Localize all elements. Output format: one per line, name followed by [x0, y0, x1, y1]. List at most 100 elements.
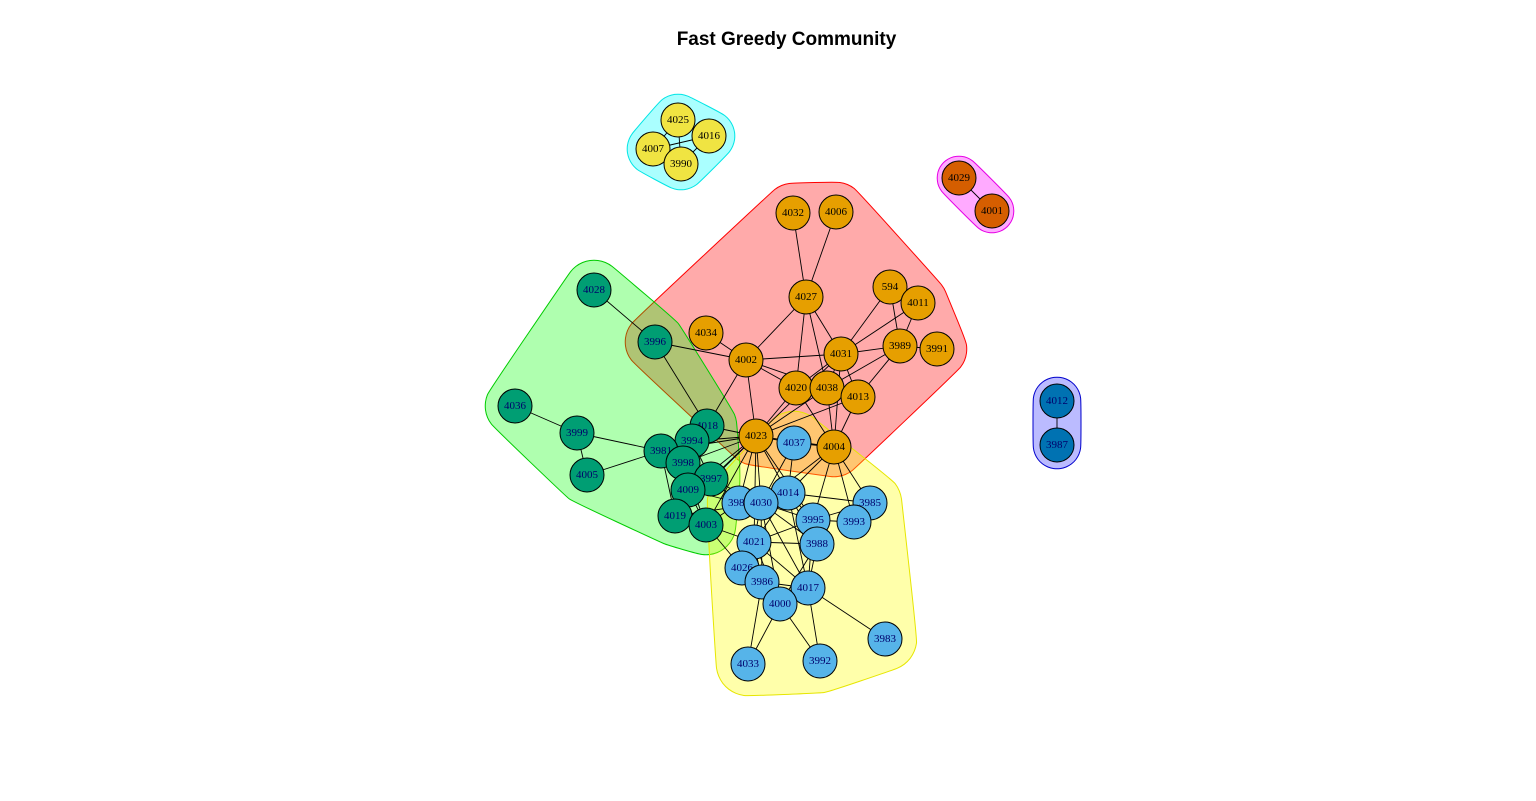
- node-3991[interactable]: 3991: [919, 331, 955, 367]
- node-4001[interactable]: 4001: [974, 193, 1010, 229]
- node-4029[interactable]: 4029: [941, 160, 977, 196]
- node-4016[interactable]: 4016: [691, 118, 727, 154]
- node-label: 3991: [926, 343, 948, 355]
- node-circle: [569, 457, 605, 493]
- node-label: 4019: [664, 510, 687, 522]
- node-circle: [802, 643, 838, 679]
- node-3988[interactable]: 3988: [799, 526, 835, 562]
- node-4025[interactable]: 4025: [660, 102, 696, 138]
- node-label: 4037: [783, 437, 806, 449]
- node-label: 4011: [907, 297, 929, 309]
- node-circle: [1039, 427, 1075, 463]
- node-4027[interactable]: 4027: [788, 279, 824, 315]
- node-label: 4030: [750, 497, 773, 509]
- node-circle: [576, 272, 612, 308]
- node-4005[interactable]: 4005: [569, 457, 605, 493]
- node-4012[interactable]: 4012: [1039, 383, 1075, 419]
- node-4002[interactable]: 4002: [728, 342, 764, 378]
- node-circle: [799, 526, 835, 562]
- node-label: 3997: [700, 473, 723, 485]
- node-3990[interactable]: 3990: [663, 146, 699, 182]
- node-label: 4007: [642, 143, 665, 155]
- node-circle: [775, 195, 811, 231]
- node-3996[interactable]: 3996: [637, 324, 673, 360]
- node-4019[interactable]: 4019: [657, 498, 693, 534]
- node-label: 3995: [802, 514, 825, 526]
- node-3993[interactable]: 3993: [836, 504, 872, 540]
- node-4013[interactable]: 4013: [840, 379, 876, 415]
- node-circle: [743, 485, 779, 521]
- node-label: 3988: [806, 538, 829, 550]
- node-circle: [688, 315, 724, 351]
- node-4031[interactable]: 4031: [823, 336, 859, 372]
- node-4009[interactable]: 4009: [670, 472, 706, 508]
- node-4021[interactable]: 4021: [736, 524, 772, 560]
- node-circle: [762, 586, 798, 622]
- node-3989[interactable]: 3989: [882, 328, 918, 364]
- node-circle: [974, 193, 1010, 229]
- node-label: 4006: [825, 206, 848, 218]
- node-4007[interactable]: 4007: [635, 131, 671, 167]
- node-label: 4036: [504, 400, 527, 412]
- node-label: 4014: [777, 487, 800, 499]
- node-label: 4009: [677, 484, 700, 496]
- node-594[interactable]: 594: [872, 269, 908, 305]
- edge-4013-4023: [755, 396, 859, 437]
- node-circle: [823, 336, 859, 372]
- node-circle: [818, 194, 854, 230]
- node-label: 3985: [859, 497, 882, 509]
- node-3992[interactable]: 3992: [802, 643, 838, 679]
- node-4003[interactable]: 4003: [688, 507, 724, 543]
- node-3983[interactable]: 3983: [867, 621, 903, 657]
- node-label: 3986: [751, 576, 774, 588]
- node-circle: [872, 269, 908, 305]
- node-4004[interactable]: 4004: [816, 429, 852, 465]
- node-label: 3996: [644, 336, 667, 348]
- node-4030[interactable]: 4030: [743, 485, 779, 521]
- node-4006[interactable]: 4006: [818, 194, 854, 230]
- node-4034[interactable]: 4034: [688, 315, 724, 351]
- node-label: 4038: [816, 382, 839, 394]
- node-4017[interactable]: 4017: [790, 570, 826, 606]
- node-circle: [836, 504, 872, 540]
- node-4038[interactable]: 4038: [809, 370, 845, 406]
- node-label: 3994: [681, 435, 704, 447]
- node-circle: [788, 279, 824, 315]
- node-label: 4029: [948, 172, 971, 184]
- node-4028[interactable]: 4028: [576, 272, 612, 308]
- node-3999[interactable]: 3999: [559, 415, 595, 451]
- node-circle: [691, 118, 727, 154]
- node-4020[interactable]: 4020: [778, 370, 814, 406]
- node-label: 4028: [583, 284, 606, 296]
- node-4037[interactable]: 4037: [776, 425, 812, 461]
- node-circle: [637, 324, 673, 360]
- node-4023[interactable]: 4023: [738, 418, 774, 454]
- plot-title: Fast Greedy Community: [676, 29, 897, 50]
- node-label: 4027: [795, 291, 818, 303]
- node-label: 4001: [981, 205, 1003, 217]
- node-circle: [730, 646, 766, 682]
- node-circle: [941, 160, 977, 196]
- node-4000[interactable]: 4000: [762, 586, 798, 622]
- node-label: 3987: [1046, 439, 1069, 451]
- node-circle: [776, 425, 812, 461]
- node-3987[interactable]: 3987: [1039, 427, 1075, 463]
- node-circle: [738, 418, 774, 454]
- node-label: 3999: [566, 427, 589, 439]
- node-label: 3992: [809, 655, 831, 667]
- node-circle: [900, 285, 936, 321]
- node-4011[interactable]: 4011: [900, 285, 936, 321]
- node-label: 4017: [797, 582, 820, 594]
- node-4032[interactable]: 4032: [775, 195, 811, 231]
- node-label: 4000: [769, 598, 792, 610]
- node-label: 4032: [782, 207, 804, 219]
- node-label: 4023: [745, 430, 768, 442]
- node-label: 3989: [889, 340, 912, 352]
- node-label: 3981: [650, 445, 672, 457]
- node-4036[interactable]: 4036: [497, 388, 533, 424]
- node-4033[interactable]: 4033: [730, 646, 766, 682]
- node-3998[interactable]: 3998: [665, 445, 701, 481]
- node-circle: [919, 331, 955, 367]
- node-label: 4033: [737, 658, 760, 670]
